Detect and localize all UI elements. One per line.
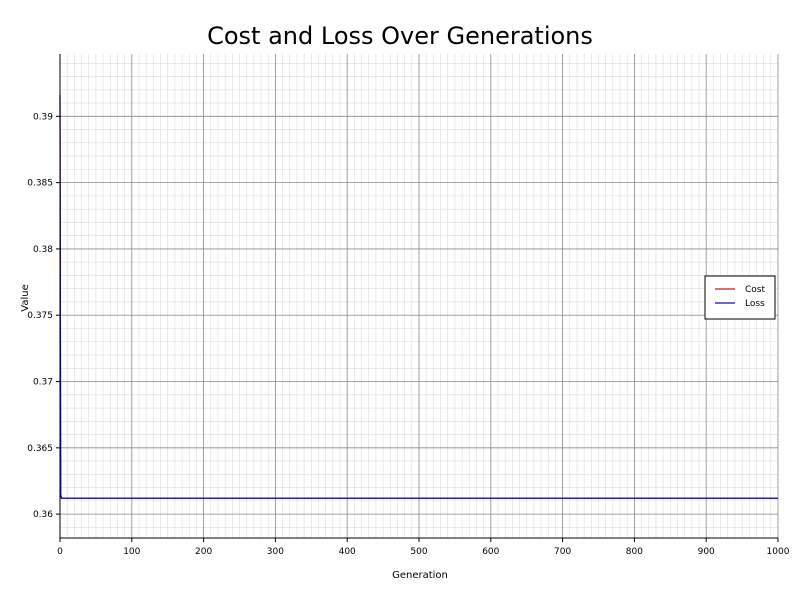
y-tick-label: 0.37	[33, 378, 53, 388]
y-tick-label: 0.385	[27, 179, 53, 189]
x-axis-label: Generation	[392, 570, 448, 581]
x-tick-label: 200	[195, 547, 212, 557]
x-tick-label: 500	[410, 547, 427, 557]
x-tick-label: 1000	[767, 547, 790, 557]
legend: Cost Loss	[704, 275, 776, 320]
x-tick-label: 0	[57, 547, 63, 557]
legend-label-cost: Cost	[745, 285, 765, 295]
y-tick-label: 0.365	[27, 444, 53, 454]
y-tick-label: 0.375	[27, 311, 53, 321]
y-tick-label: 0.38	[33, 245, 53, 255]
x-tick-label: 600	[482, 547, 499, 557]
x-tick-label: 800	[626, 547, 643, 557]
x-tick-label: 100	[123, 547, 140, 557]
chart-title: Cost and Loss Over Generations	[207, 22, 593, 50]
y-ticks: 0.36 0.365 0.37 0.375 0.38 0.385 0.39	[27, 112, 60, 520]
legend-label-loss: Loss	[745, 299, 765, 309]
x-tick-label: 900	[698, 547, 715, 557]
x-ticks: 0 100 200 300 400 500 600 700 800 900 1000	[57, 538, 790, 557]
y-tick-label: 0.36	[33, 510, 53, 520]
y-tick-label: 0.39	[33, 112, 53, 122]
x-tick-label: 300	[267, 547, 284, 557]
x-tick-label: 400	[339, 547, 356, 557]
x-tick-label: 700	[554, 547, 571, 557]
y-axis-label: Value	[20, 284, 31, 311]
legend-box	[704, 275, 776, 320]
